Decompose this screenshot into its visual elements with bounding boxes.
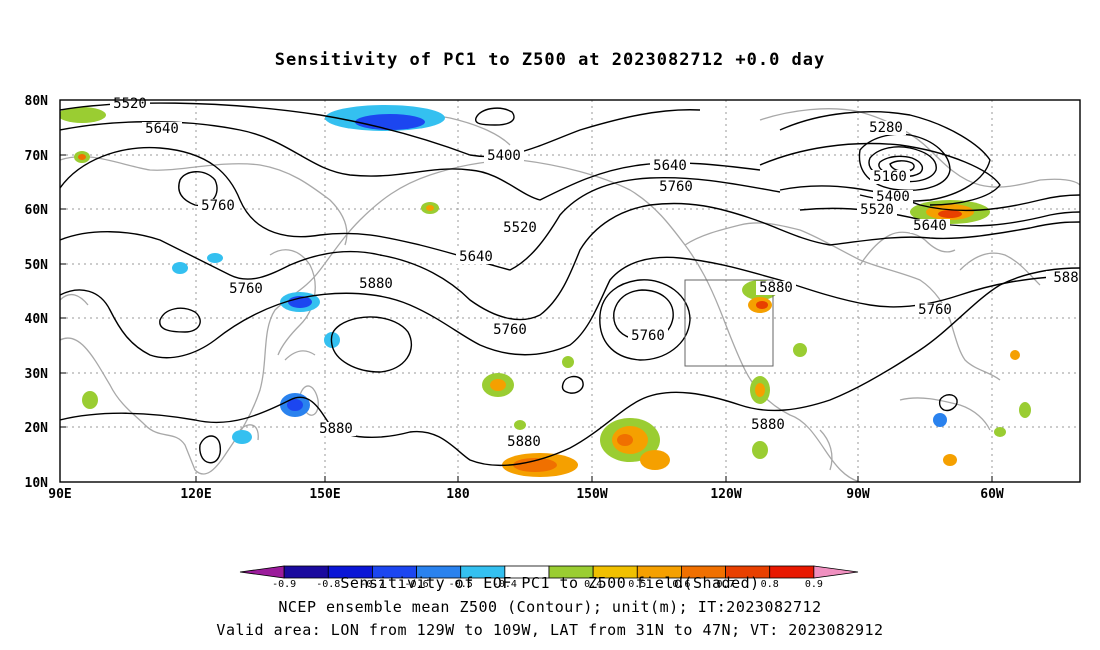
colorbar-tick-label: 0.7: [717, 579, 735, 590]
contour-label-bg: [628, 329, 668, 343]
contour-label-bg: [857, 203, 897, 217]
shaded-sensitivity: [60, 105, 1031, 477]
contour-label-bg: [866, 121, 906, 135]
lon-label: 120E: [180, 487, 211, 502]
colorbar-tick-label: -0.5: [449, 579, 473, 590]
contour-label-bg: [226, 282, 266, 296]
lat-label: 50N: [25, 258, 49, 273]
contour-label: 5880: [359, 276, 393, 292]
contour-label: 5880: [759, 280, 793, 296]
contour-label-bg: [198, 199, 238, 213]
contour-label: 5760: [631, 328, 665, 344]
lon-label: 150E: [309, 487, 340, 502]
axis-ticks: [60, 154, 993, 482]
map-frame: [59, 99, 1081, 483]
contour-label-bg: [142, 122, 182, 136]
lon-label: 120W: [710, 487, 741, 502]
lat-label: 80N: [25, 94, 49, 109]
contour-label-bg: [870, 170, 910, 184]
lat-label: 40N: [25, 312, 49, 327]
contour-label-bg: [500, 221, 540, 235]
lat-label: 30N: [25, 367, 49, 382]
contour-label: 5640: [459, 249, 493, 265]
colorbar-tick-label: 0.4: [584, 579, 602, 590]
coastlines: [60, 108, 1080, 482]
colorbar-tick-label: -0.7: [360, 579, 384, 590]
contour-label: 5520: [503, 220, 537, 236]
contour-label: 5160: [873, 169, 907, 185]
contour-label: 5760: [659, 179, 693, 195]
lat-label: 70N: [25, 149, 49, 164]
contour-label-bg: [756, 281, 796, 295]
contour-label: 5520: [113, 96, 147, 112]
colorbar-tick-label: -0.8: [316, 579, 340, 590]
lon-label: 90E: [48, 487, 71, 502]
lat-label: 10N: [25, 476, 49, 491]
contour-label-bg: [748, 418, 788, 432]
contour-label: 5760: [229, 281, 263, 297]
contour-label-bg: [504, 435, 544, 449]
contour-label: 5640: [145, 121, 179, 137]
contour-label-bg: [356, 277, 396, 291]
contour-label-bg: [1046, 271, 1086, 285]
caption-contour: NCEP ensemble mean Z500 (Contour); unit(…: [278, 598, 822, 616]
colorbar-tick-label: -0.4: [493, 579, 517, 590]
colorbar-tick-label: 0.8: [761, 579, 779, 590]
caption-shaded: Sensitivity of EOF PC1 to Z500 field(Sha…: [340, 574, 760, 592]
contour-label-bg: [490, 323, 530, 337]
lat-label: 20N: [25, 421, 49, 436]
figure-title: Sensitivity of PC1 to Z500 at 2023082712…: [274, 50, 826, 70]
lon-label: 180: [446, 487, 470, 502]
contour-label: 5760: [918, 302, 952, 318]
colorbar-tick-label: 0.6: [672, 579, 690, 590]
colorbar-tick-labels: -0.9 -0.8 -0.7 -0.6 -0.5 -0.4 0.4 0.5 0.6 0.7 0.8 0…: [272, 579, 823, 590]
contour-label-bg: [915, 303, 955, 317]
colorbar-tick-label: 0.9: [805, 579, 823, 590]
z500-contours: [60, 102, 1080, 466]
contour-label-bg: [910, 219, 950, 233]
colorbar-tick-label: -0.9: [272, 579, 296, 590]
contour-label: 5760: [201, 198, 235, 214]
lon-label: 150W: [576, 487, 607, 502]
contour-label-bg: [316, 422, 356, 436]
contour-label: 5280: [869, 120, 903, 136]
contour-label: 5880: [507, 434, 541, 450]
colorbar-swatch: [813, 565, 859, 579]
lon-label: 90W: [846, 487, 870, 502]
colorbar: [239, 565, 859, 579]
latitude-labels: 80N 70N 60N 50N 40N 30N 20N 10N: [25, 94, 49, 491]
contour-label: 5400: [487, 148, 521, 164]
contour-label: 5760: [493, 322, 527, 338]
gridlines: [60, 100, 1080, 482]
contour-label: 5520: [860, 202, 894, 218]
contour-label: 5400: [876, 189, 910, 205]
contour-label-bg: [873, 190, 913, 204]
colorbar-tick-label: -0.6: [405, 579, 429, 590]
contour-label-bg: [456, 250, 496, 264]
contour-label-bg: [484, 149, 524, 163]
contour-label-bg: [650, 159, 690, 173]
contour-label: 5640: [653, 158, 687, 174]
longitude-labels: 90E 120E 150E 180 150W 120W 90W 60W: [48, 487, 1004, 502]
contour-label-bg: [656, 180, 696, 194]
contour-label: 5880: [751, 417, 785, 433]
colorbar-tick-label: 0.5: [628, 579, 646, 590]
contour-label: 5880: [319, 421, 353, 437]
contour-label: 5640: [913, 218, 947, 234]
lat-label: 60N: [25, 203, 49, 218]
caption-valid-area: Valid area: LON from 129W to 109W, LAT f…: [216, 621, 884, 639]
contour-label: 588: [1053, 270, 1078, 286]
valid-area-box: [684, 279, 774, 367]
lon-label: 60W: [980, 487, 1004, 502]
